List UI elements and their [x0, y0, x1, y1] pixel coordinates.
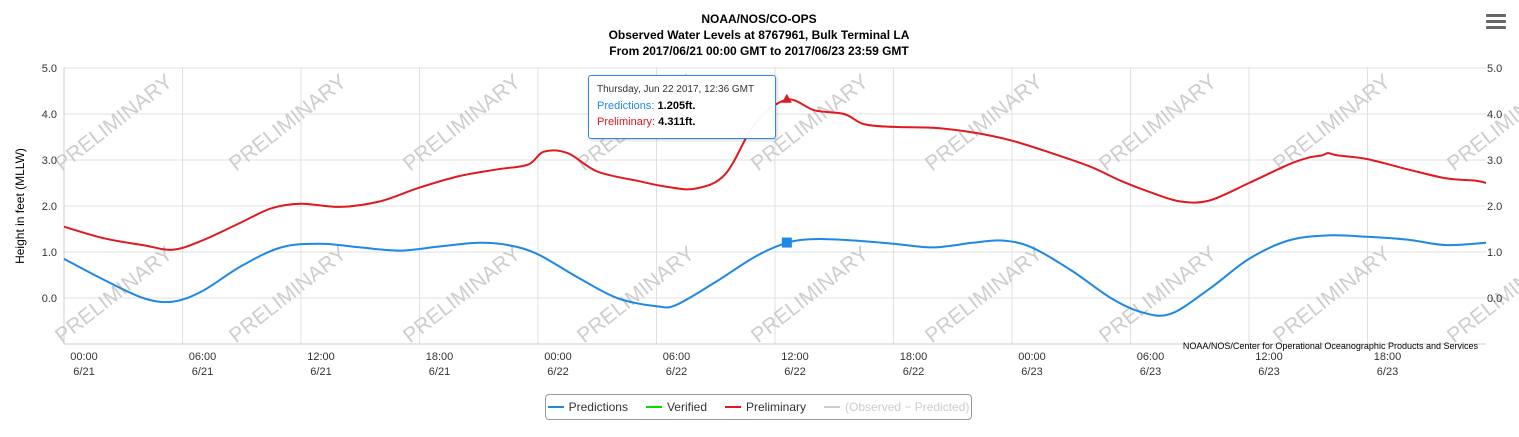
legend-swatch: [725, 406, 741, 408]
chart-title: NOAA/NOS/CO-OPS Observed Water Levels at …: [609, 12, 910, 58]
tooltip-preliminary: Preliminary: 4.311ft.: [597, 116, 696, 128]
y-tick-label-right: 3.0: [1487, 155, 1502, 167]
y-axis-title: Height in feet (MLLW): [13, 148, 27, 264]
hamburger-menu-icon: [1486, 14, 1506, 17]
x-tick-label-time: 18:00: [900, 351, 928, 363]
y-tick-label-left: 4.0: [42, 109, 57, 121]
x-tick-label-time: 18:00: [426, 351, 454, 363]
hover-markers: [781, 93, 792, 248]
y-tick-label-right: 1.0: [1487, 247, 1502, 259]
predictions-point-marker: [781, 237, 792, 248]
x-tick-label-time: 00:00: [70, 351, 98, 363]
legend-item-predictions[interactable]: Predictions: [547, 400, 628, 414]
tooltip-date: Thursday, Jun 22 2017, 12:36 GMT: [597, 84, 755, 95]
tooltip-predictions: Predictions: 1.205ft.: [597, 100, 696, 112]
x-tick-label-date: 6/22: [903, 366, 924, 378]
chart-legend: Predictions Verified Preliminary (Observ…: [545, 394, 972, 420]
x-tick-label-time: 18:00: [1374, 351, 1402, 363]
watermark-text: PRELIMINARY: [399, 242, 525, 348]
watermark-text: PRELIMINARY: [573, 242, 699, 348]
legend-swatch: [645, 406, 662, 408]
x-tick-label-date: 6/22: [547, 366, 568, 378]
watermark-text: PRELIMINARY: [225, 242, 351, 348]
y-tick-label-left: 5.0: [42, 63, 57, 75]
water-level-chart: NOAA/NOS/CO-OPS Observed Water Levels at …: [13, 12, 1519, 378]
x-tick-label-date: 6/22: [666, 366, 687, 378]
series-line-preliminary: [63, 98, 1487, 251]
y-tick-label-right: 0.0: [1487, 293, 1502, 305]
watermark-text: PRELIMINARY: [51, 242, 177, 348]
y-tick-label-right: 2.0: [1487, 201, 1502, 213]
y-tick-label-right: 5.0: [1487, 63, 1502, 75]
chart-title-line: NOAA/NOS/CO-OPS: [701, 12, 816, 26]
y-tick-label-left: 0.0: [42, 293, 57, 305]
x-tick-label-time: 06:00: [663, 351, 691, 363]
y-tick-label-left: 2.0: [42, 201, 57, 213]
x-tick-label-date: 6/22: [784, 366, 805, 378]
legend-swatch: [547, 406, 564, 408]
chart-credits[interactable]: NOAA/NOS/Center for Operational Oceanogr…: [1183, 341, 1479, 351]
y-tick-label-left: 1.0: [42, 247, 57, 259]
x-tick-label-time: 06:00: [1137, 351, 1165, 363]
x-tick-label-date: 6/23: [1140, 366, 1161, 378]
x-tick-label-date: 6/21: [310, 366, 331, 378]
x-tick-label-date: 6/23: [1258, 366, 1279, 378]
series-line-predictions: [63, 234, 1487, 317]
preliminary-point-marker: [781, 93, 792, 103]
series-layer: [63, 98, 1487, 317]
watermark-text: PRELIMINARY: [747, 242, 873, 348]
x-tick-label-time: 12:00: [307, 351, 335, 363]
legend-item-preliminary[interactable]: Preliminary: [725, 400, 806, 414]
chart-menu-button[interactable]: [1486, 14, 1506, 30]
x-tick-label-time: 00:00: [1018, 351, 1046, 363]
x-tick-label-date: 6/21: [192, 366, 213, 378]
x-tick-label-date: 6/21: [429, 366, 450, 378]
x-tick-label-date: 6/21: [73, 366, 94, 378]
legend-swatch: [824, 406, 841, 408]
x-tick-label-time: 06:00: [189, 351, 217, 363]
x-tick-label-date: 6/23: [1377, 366, 1398, 378]
y-tick-label-right: 4.0: [1487, 109, 1502, 121]
chart-title-line: Observed Water Levels at 8767961, Bulk T…: [609, 28, 910, 42]
x-tick-label-time: 00:00: [544, 351, 572, 363]
chart-tooltip: Thursday, Jun 22 2017, 12:36 GMT Predict…: [588, 75, 776, 139]
legend-item-verified[interactable]: Verified: [645, 400, 707, 414]
watermark-text: PRELIMINARY: [1269, 242, 1395, 348]
x-tick-label-time: 12:00: [1255, 351, 1283, 363]
y-axis-right: 5.0 4.0 3.0 2.0 1.0 0.0: [1487, 63, 1502, 305]
chart-title-line: From 2017/06/21 00:00 GMT to 2017/06/23 …: [609, 44, 909, 58]
x-tick-label-date: 6/23: [1021, 366, 1042, 378]
x-tick-label-time: 12:00: [781, 351, 809, 363]
y-tick-label-left: 3.0: [42, 155, 57, 167]
watermark-text: PRELIMINARY: [921, 242, 1047, 348]
watermark-text: PRELIMINARY: [1443, 242, 1519, 348]
x-axis: 00:00 6/21 06:00 6/21 12:00 6/21 18:00 6/21 00:0…: [70, 351, 1401, 378]
y-axis-left: 5.0 4.0 3.0 2.0 1.0 0.0: [42, 63, 57, 305]
legend-item-observed-minus-predicted[interactable]: (Observed − Predicted): [824, 400, 969, 414]
